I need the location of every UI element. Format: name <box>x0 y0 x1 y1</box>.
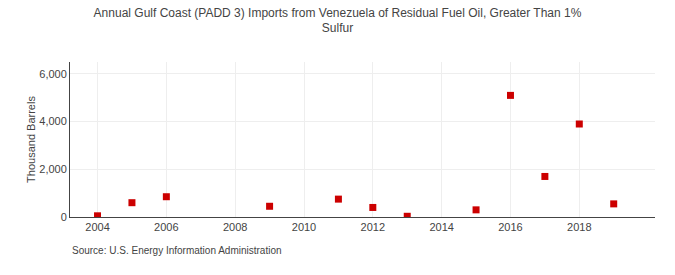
svg-text:2014: 2014 <box>429 221 453 233</box>
svg-text:Thousand Barrels: Thousand Barrels <box>25 96 37 183</box>
svg-text:2,000: 2,000 <box>39 163 67 175</box>
svg-text:Annual Gulf Coast (PADD 3) Imp: Annual Gulf Coast (PADD 3) Imports from … <box>94 6 582 36</box>
svg-text:2004: 2004 <box>85 221 109 233</box>
svg-text:6,000: 6,000 <box>39 68 67 80</box>
svg-text:Source: U.S. Energy Informatio: Source: U.S. Energy Information Administ… <box>72 245 282 256</box>
svg-text:2008: 2008 <box>223 221 247 233</box>
svg-text:2010: 2010 <box>292 221 316 233</box>
svg-text:0: 0 <box>61 211 67 223</box>
svg-text:2018: 2018 <box>567 221 591 233</box>
svg-text:2012: 2012 <box>361 221 385 233</box>
svg-text:4,000: 4,000 <box>39 115 67 127</box>
svg-text:2016: 2016 <box>498 221 522 233</box>
svg-text:2006: 2006 <box>154 221 178 233</box>
